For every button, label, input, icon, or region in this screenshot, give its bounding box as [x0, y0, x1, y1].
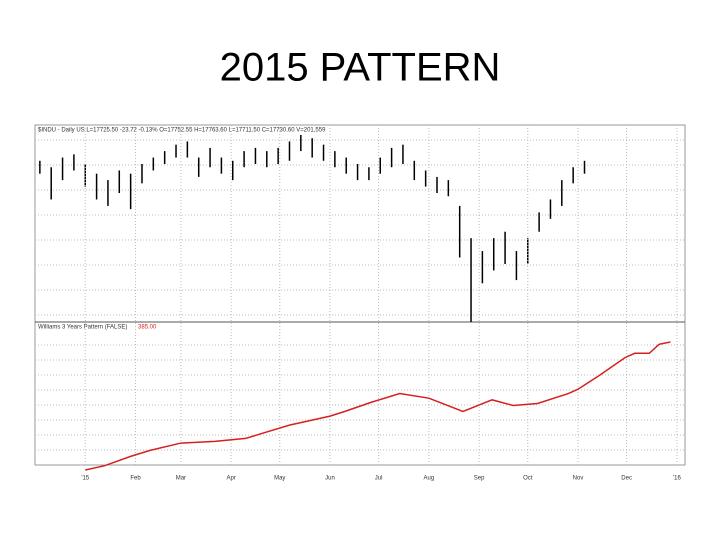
- x-tick-label: Oct: [523, 476, 533, 482]
- chart-frame: [34, 124, 686, 466]
- value-label: 385.00: [138, 325, 157, 331]
- x-tick-label: Mar: [176, 476, 186, 482]
- indicator-header: Williams 3 Years Pattern (FALSE): [38, 325, 127, 331]
- x-tick-label: Jul: [375, 476, 383, 482]
- price-header: $INDU - Daily US L=17725.50 -23.72 -0.13…: [38, 128, 326, 134]
- x-tick-label: Dec: [621, 476, 632, 482]
- slide-title: 2015 PATTERN: [220, 46, 501, 90]
- x-tick-label: Nov: [573, 476, 584, 482]
- x-tick-label: Feb: [130, 476, 141, 482]
- x-tick-label: May: [274, 476, 285, 482]
- x-tick-label: '15: [81, 476, 89, 482]
- x-tick-label: '16: [673, 476, 681, 482]
- x-tick-label: Apr: [226, 476, 235, 482]
- x-tick-label: Aug: [424, 476, 435, 482]
- x-tick-label: Jun: [325, 476, 335, 482]
- pattern-line: [85, 341, 671, 471]
- x-tick-label: Sep: [474, 476, 485, 482]
